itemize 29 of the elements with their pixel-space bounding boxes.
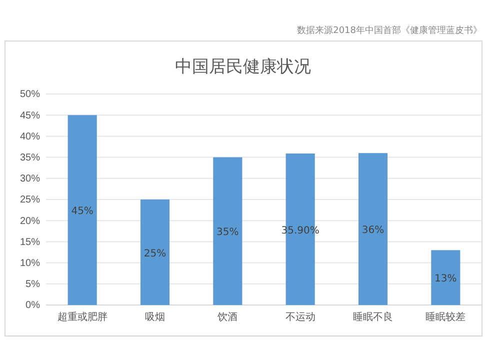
y-tick-label: 45% [20,110,40,122]
data-label: 25% [144,248,166,260]
y-tick-label: 5% [26,279,40,290]
data-label: 45% [71,206,94,218]
y-tick-label: 15% [20,236,40,248]
bar [213,157,242,305]
y-tick-label: 30% [20,174,40,185]
y-tick-label: 50% [20,89,40,100]
x-tick-label: 不运动 [285,311,316,324]
bar [358,153,388,305]
data-label: 35% [216,227,239,238]
y-tick-label: 25% [20,194,40,206]
text: 数据来源2018年中国首部《健康管理蓝皮书》 [297,25,482,36]
data-label: 36% [362,225,384,236]
x-tick-label: 超重或肥胖 [57,311,108,324]
data-label: 13% [434,274,457,285]
chart-title: 中国居民健康状况 [175,57,311,77]
y-tick-label: 35% [20,152,40,164]
x-tick-label: 睡眠不良 [353,311,393,324]
y-tick-label: 20% [20,216,40,227]
y-tick-label: 10% [20,258,40,269]
y-tick-label: 40% [20,131,40,142]
bar [68,115,97,305]
y-tick-label: 0% [26,300,40,312]
x-tick-label: 吸烟 [145,311,165,324]
x-tick-label: 睡眠较差 [426,311,466,324]
x-tick-label: 饮酒 [216,311,238,324]
bar [431,250,460,305]
bar [140,200,170,305]
